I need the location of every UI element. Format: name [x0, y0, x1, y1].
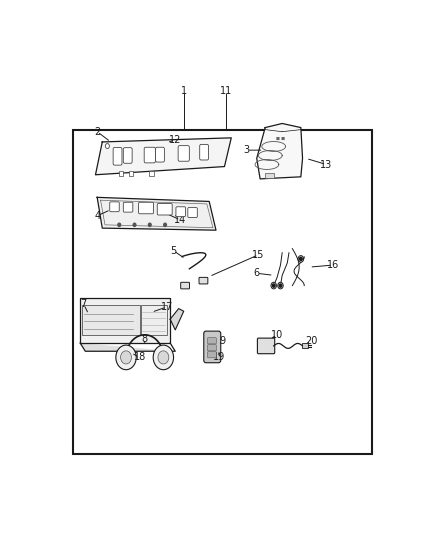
Text: 5: 5 — [170, 246, 177, 256]
FancyBboxPatch shape — [188, 207, 197, 217]
Text: 8: 8 — [141, 334, 148, 344]
Text: 3: 3 — [244, 145, 250, 155]
Circle shape — [271, 282, 276, 289]
Text: 9: 9 — [220, 336, 226, 346]
Bar — [119, 171, 123, 175]
Polygon shape — [97, 197, 216, 230]
Circle shape — [153, 345, 173, 370]
Text: 7: 7 — [81, 299, 87, 309]
Circle shape — [120, 351, 131, 364]
Circle shape — [164, 223, 166, 227]
Text: 12: 12 — [169, 135, 181, 145]
Bar — [129, 171, 133, 175]
FancyBboxPatch shape — [258, 338, 275, 354]
FancyBboxPatch shape — [200, 144, 208, 160]
Circle shape — [105, 143, 110, 149]
FancyBboxPatch shape — [157, 204, 172, 215]
Polygon shape — [80, 343, 175, 351]
Text: 19: 19 — [213, 352, 226, 362]
Text: 17: 17 — [161, 302, 173, 312]
FancyBboxPatch shape — [124, 148, 132, 163]
FancyBboxPatch shape — [113, 148, 122, 165]
FancyBboxPatch shape — [208, 338, 216, 344]
Bar — [141, 305, 166, 335]
Circle shape — [279, 284, 282, 287]
Text: 4: 4 — [94, 211, 100, 221]
FancyBboxPatch shape — [181, 282, 190, 289]
Bar — [302, 343, 308, 349]
Text: 14: 14 — [174, 215, 187, 225]
FancyBboxPatch shape — [176, 207, 185, 216]
Text: 15: 15 — [252, 250, 265, 260]
Text: 11: 11 — [220, 86, 232, 95]
FancyBboxPatch shape — [208, 345, 216, 351]
Polygon shape — [170, 309, 184, 330]
Text: 13: 13 — [320, 159, 332, 169]
Circle shape — [118, 223, 120, 227]
Circle shape — [116, 345, 136, 370]
Bar — [265, 173, 274, 177]
Circle shape — [272, 284, 275, 287]
FancyBboxPatch shape — [144, 147, 155, 163]
Polygon shape — [80, 298, 170, 343]
Circle shape — [298, 256, 304, 262]
Circle shape — [148, 223, 151, 227]
FancyBboxPatch shape — [110, 202, 119, 212]
FancyBboxPatch shape — [124, 202, 133, 212]
Text: 2: 2 — [94, 127, 100, 136]
Circle shape — [158, 351, 169, 364]
FancyBboxPatch shape — [155, 147, 164, 162]
Bar — [74, 130, 372, 454]
Text: 16: 16 — [327, 260, 339, 270]
Text: 18: 18 — [134, 352, 146, 362]
Text: 1: 1 — [181, 86, 187, 95]
FancyBboxPatch shape — [208, 352, 216, 358]
FancyBboxPatch shape — [178, 146, 189, 161]
Circle shape — [278, 282, 283, 289]
Circle shape — [133, 223, 136, 227]
FancyBboxPatch shape — [138, 202, 154, 214]
Text: 10: 10 — [271, 330, 283, 340]
FancyBboxPatch shape — [199, 277, 208, 284]
Bar — [149, 171, 154, 175]
Polygon shape — [257, 124, 303, 179]
Text: 6: 6 — [254, 268, 260, 278]
FancyBboxPatch shape — [204, 331, 221, 363]
Bar — [82, 305, 140, 335]
Text: ■ ■: ■ ■ — [276, 137, 285, 141]
Polygon shape — [95, 138, 231, 175]
Circle shape — [300, 257, 302, 261]
Text: 20: 20 — [305, 336, 317, 346]
